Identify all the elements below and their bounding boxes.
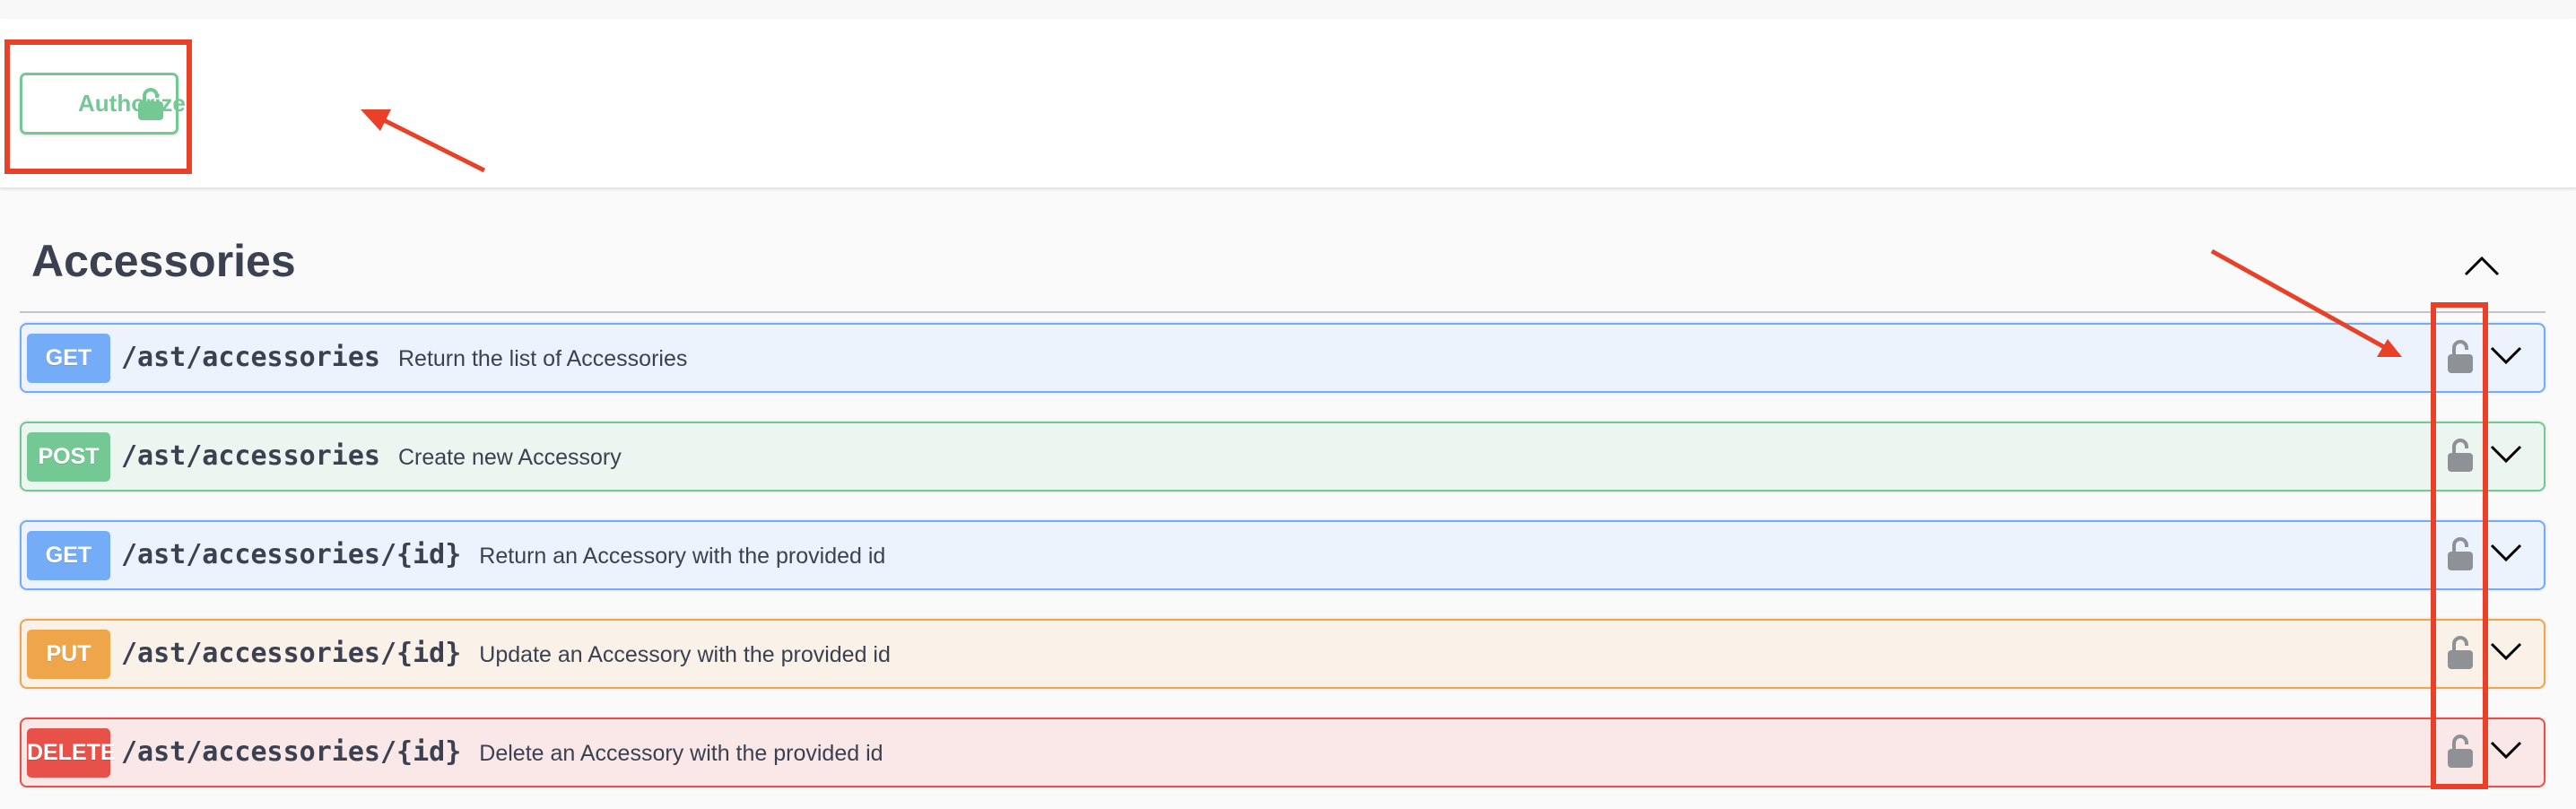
operation-row-delete[interactable]: DELETE/ast/accessories/{id} Delete an Acc…: [20, 718, 2546, 787]
chevron-down-icon[interactable]: [2490, 443, 2522, 465]
operation-row-put[interactable]: PUT/ast/accessories/{id} Update an Access…: [20, 619, 2546, 689]
operation-description: Update an Accessory with the provided id: [479, 642, 891, 667]
swagger-header: [0, 19, 2576, 187]
operation-path: /ast/accessories/{id}: [121, 539, 462, 570]
chevron-down-icon[interactable]: [2490, 344, 2522, 366]
browser-top-band: [0, 0, 2576, 19]
unlock-icon[interactable]: [2447, 734, 2474, 768]
unlock-icon[interactable]: [2447, 635, 2474, 669]
chevron-down-icon[interactable]: [2490, 739, 2522, 761]
method-badge: POST: [27, 432, 110, 482]
operation-description: Create new Accessory: [397, 445, 622, 470]
operation-path-wrap: /ast/accessories/{id} Return an Accessory…: [121, 522, 885, 589]
operation-description: Return the list of Accessories: [397, 346, 688, 371]
unlock-icon[interactable]: [2447, 339, 2474, 373]
operation-row-get[interactable]: GET/ast/accessories/{id} Return an Access…: [20, 520, 2546, 590]
section-title: Accessories: [31, 236, 296, 286]
operation-path: /ast/accessories: [121, 440, 380, 472]
operation-path-wrap: /ast/accessories Create new Accessory: [121, 423, 622, 491]
method-badge: GET: [27, 531, 110, 580]
annotation-box-authorize: [4, 39, 192, 174]
section-divider: [20, 311, 2546, 313]
chevron-down-icon[interactable]: [2490, 640, 2522, 662]
operation-description: Return an Accessory with the provided id: [479, 544, 886, 569]
operation-path: /ast/accessories/{id}: [121, 638, 462, 669]
operation-description: Delete an Accessory with the provided id: [479, 741, 883, 766]
operation-path-wrap: /ast/accessories Return the list of Acces…: [121, 325, 687, 392]
operation-path: /ast/accessories/{id}: [121, 736, 462, 768]
operation-path-wrap: /ast/accessories/{id} Update an Accessory…: [121, 621, 891, 688]
chevron-up-icon[interactable]: [2462, 251, 2502, 280]
unlock-icon: [138, 88, 163, 120]
operation-row-post[interactable]: POST/ast/accessories Create new Accessory: [20, 422, 2546, 491]
method-badge: DELETE: [27, 728, 116, 778]
operation-row-get[interactable]: GET/ast/accessories Return the list of Ac…: [20, 323, 2546, 393]
chevron-down-icon[interactable]: [2490, 542, 2522, 563]
authorize-label: Authorize: [78, 90, 186, 117]
unlock-icon[interactable]: [2447, 438, 2474, 472]
operation-path: /ast/accessories: [121, 342, 380, 373]
authorize-button[interactable]: Authorize: [20, 73, 186, 135]
unlock-icon[interactable]: [2447, 536, 2474, 570]
method-badge: GET: [27, 334, 110, 383]
annotation-box-locks: [2431, 302, 2488, 789]
method-badge: PUT: [27, 630, 110, 679]
operation-path-wrap: /ast/accessories/{id} Delete an Accessory…: [121, 719, 883, 787]
